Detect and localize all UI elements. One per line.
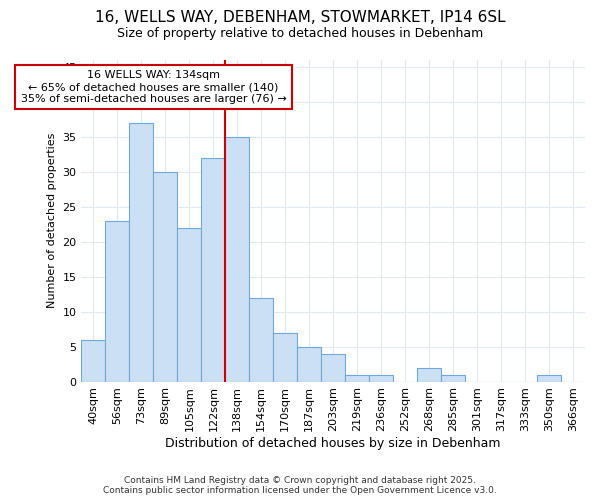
X-axis label: Distribution of detached houses by size in Debenham: Distribution of detached houses by size … (166, 437, 501, 450)
Y-axis label: Number of detached properties: Number of detached properties (47, 133, 57, 308)
Text: 16 WELLS WAY: 134sqm
← 65% of detached houses are smaller (140)
35% of semi-deta: 16 WELLS WAY: 134sqm ← 65% of detached h… (20, 70, 286, 104)
Bar (202, 158, 226, 382)
Bar (249, 298, 273, 382)
Text: Contains HM Land Registry data © Crown copyright and database right 2025.
Contai: Contains HM Land Registry data © Crown c… (103, 476, 497, 495)
Bar (297, 346, 321, 382)
Bar (441, 374, 465, 382)
Bar (226, 137, 249, 382)
Bar (154, 172, 178, 382)
Bar (130, 123, 154, 382)
Bar (417, 368, 441, 382)
Bar (178, 228, 202, 382)
Bar (82, 340, 106, 382)
Bar (273, 332, 297, 382)
Bar (106, 221, 130, 382)
Bar (345, 374, 369, 382)
Bar (369, 374, 393, 382)
Text: Size of property relative to detached houses in Debenham: Size of property relative to detached ho… (117, 28, 483, 40)
Bar (321, 354, 345, 382)
Bar (537, 374, 561, 382)
Text: 16, WELLS WAY, DEBENHAM, STOWMARKET, IP14 6SL: 16, WELLS WAY, DEBENHAM, STOWMARKET, IP1… (95, 10, 505, 25)
